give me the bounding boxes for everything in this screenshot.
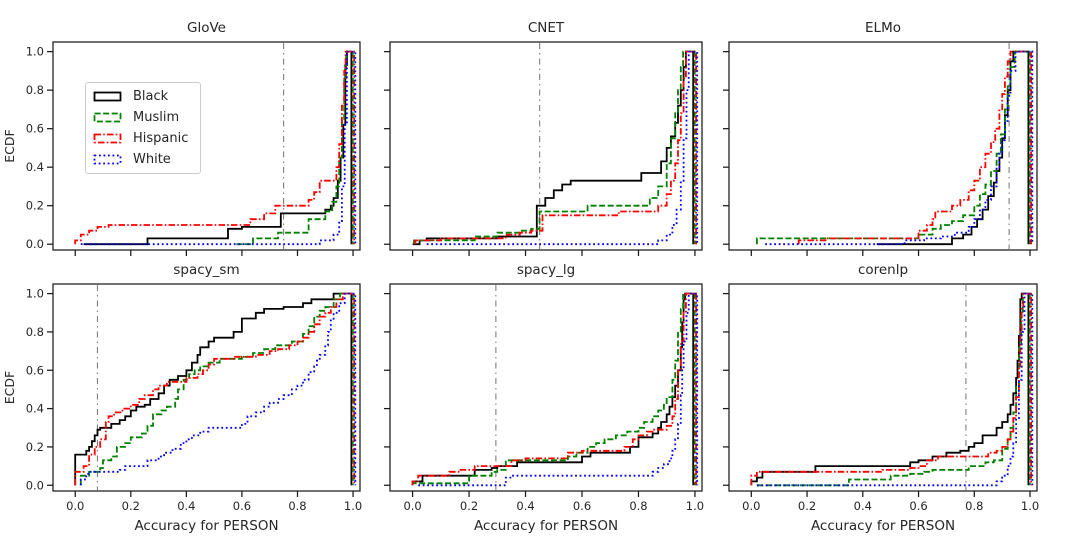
x-axis-label: Accuracy for PERSON (474, 518, 618, 534)
y-tick-label: 0.2 (26, 440, 44, 454)
legend-swatch-muslim (93, 112, 122, 123)
x-axis-label: Accuracy for PERSON (811, 518, 955, 534)
x-tick-label: 0.8 (629, 499, 647, 513)
x-tick-label: 0.4 (516, 499, 534, 513)
ecdf-curve-spacy-sm-black (74, 292, 353, 486)
legend-box: Black Muslim Hispanic White (85, 82, 201, 174)
x-tick-label: 0.4 (854, 499, 872, 513)
y-tick-label: 1.0 (26, 45, 44, 59)
x-tick-label: 0.6 (909, 499, 927, 513)
y-axis-label: ECDF (2, 129, 17, 162)
subplot-title-corenlp: corenlp (858, 262, 908, 278)
legend-item-white: White (93, 150, 194, 170)
y-tick-label: 0.6 (26, 122, 44, 136)
ecdf-curve-cnet-hispanic (414, 50, 697, 245)
axes-spines-spacy-sm (52, 283, 361, 492)
x-tick-label: 0.0 (66, 499, 84, 513)
legend-item-black: Black (93, 87, 194, 107)
ecdf-curve-elmo-hispanic (797, 50, 1032, 245)
ecdf-curve-cnet-white (426, 50, 699, 246)
axes-spines-elmo (728, 41, 1038, 251)
ecdf-curve-cnet-muslim (413, 50, 696, 245)
x-axis-label: Accuracy for PERSON (134, 518, 278, 534)
x-tick-label: 0.6 (573, 499, 591, 513)
y-tick-label: 0.0 (26, 478, 44, 492)
y-axis-label: ECDF (2, 371, 17, 404)
legend-item-hispanic: Hispanic (93, 129, 194, 149)
ecdf-curve-spacy-sm-muslim (79, 292, 354, 486)
axes-spines-cnet (389, 41, 703, 251)
ecdf-curve-spacy-lg-muslim (411, 292, 696, 486)
ecdf-curve-spacy-lg-white (418, 292, 699, 487)
ecdf-curve-spacy-lg-black (411, 292, 695, 486)
ecdf-curve-elmo-white (765, 50, 1034, 246)
x-tick-label: 0.0 (403, 499, 421, 513)
ecdf-curve-corenlp-muslim (756, 292, 1031, 487)
x-tick-label: 0.8 (965, 499, 983, 513)
x-tick-label: 0.2 (460, 499, 478, 513)
subplot-title-spacy-lg: spacy_lg (517, 262, 575, 278)
y-tick-label: 0.8 (26, 83, 44, 97)
subplot-title-spacy-sm: spacy_sm (173, 262, 239, 278)
ecdf-curve-corenlp-white (756, 292, 1034, 487)
y-tick-label: 0.0 (26, 237, 44, 251)
subplot-title-cnet: CNET (528, 20, 565, 36)
x-tick-label: 0.2 (798, 499, 816, 513)
x-tick-label: 1.0 (686, 499, 704, 513)
legend-swatch-white (93, 154, 122, 165)
subplot-title-glove: GloVe (187, 20, 226, 36)
y-tick-label: 0.4 (26, 160, 44, 174)
legend-item-muslim: Muslim (93, 108, 194, 128)
ecdf-curve-corenlp-black (750, 292, 1030, 486)
axes-spines-corenlp (728, 283, 1038, 492)
x-tick-label: 1.0 (344, 499, 362, 513)
legend-label-white: White (133, 152, 171, 167)
legend-swatch-black (93, 91, 122, 102)
x-tick-label: 0.8 (288, 499, 306, 513)
legend-swatch-hispanic (93, 133, 122, 144)
ecdf-curve-glove-black (83, 50, 353, 246)
legend-label-black: Black (133, 89, 169, 104)
ecdf-curve-glove-hispanic (74, 50, 356, 245)
y-tick-label: 0.4 (26, 402, 44, 416)
axes-spines-spacy-lg (389, 283, 703, 492)
y-tick-label: 0.2 (26, 199, 44, 213)
x-tick-label: 0.2 (122, 499, 140, 513)
axes-spines-glove (52, 41, 361, 251)
ecdf-curve-corenlp-hispanic (750, 292, 1032, 486)
subplot-title-elmo: ELMo (865, 20, 901, 36)
ecdf-curve-glove-muslim (236, 50, 354, 246)
legend-label-hispanic: Hispanic (133, 131, 189, 146)
ecdf-curve-glove-white (80, 50, 357, 246)
ecdf-curve-elmo-black (876, 50, 1030, 246)
ecdf-curve-spacy-sm-hispanic (74, 292, 356, 486)
x-tick-label: 0.6 (233, 499, 251, 513)
y-tick-label: 0.8 (26, 325, 44, 339)
ecdf-curve-spacy-lg-hispanic (411, 292, 697, 486)
x-tick-label: 0.0 (742, 499, 760, 513)
y-tick-label: 1.0 (26, 287, 44, 301)
x-tick-label: 1.0 (1021, 499, 1039, 513)
ecdf-curve-elmo-muslim (756, 50, 1031, 245)
x-tick-label: 0.4 (177, 499, 195, 513)
legend-label-muslim: Muslim (133, 110, 180, 125)
y-tick-label: 0.6 (26, 363, 44, 377)
